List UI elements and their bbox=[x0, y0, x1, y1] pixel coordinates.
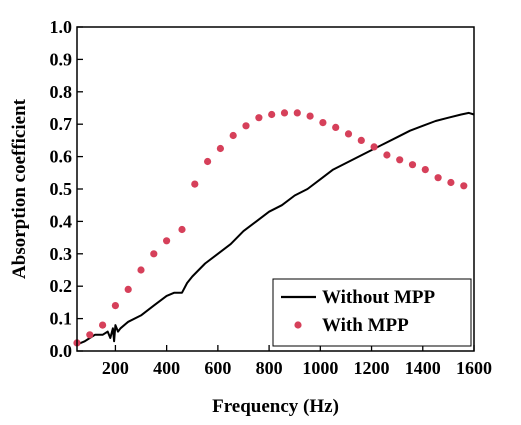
data-point-with-mpp bbox=[344, 130, 353, 138]
data-point-with-mpp bbox=[242, 122, 250, 130]
data-point-with-mpp bbox=[460, 182, 468, 190]
x-tick-label: 1600 bbox=[456, 358, 492, 378]
data-point-with-mpp bbox=[191, 180, 199, 188]
x-tick-label: 1400 bbox=[405, 358, 441, 378]
y-tick-label: 0.9 bbox=[50, 49, 73, 69]
x-tick-label: 600 bbox=[204, 358, 231, 378]
y-axis-title: Absorption coefficient bbox=[9, 98, 30, 279]
data-point-with-mpp bbox=[306, 112, 314, 120]
data-point-with-mpp bbox=[293, 109, 301, 117]
data-point-with-mpp bbox=[216, 144, 224, 153]
x-tick-label: 400 bbox=[153, 358, 180, 378]
data-point-with-mpp bbox=[178, 225, 186, 234]
legend-label-with-mpp: With MPP bbox=[322, 315, 409, 336]
data-point-with-mpp bbox=[163, 237, 171, 245]
data-point-with-mpp bbox=[255, 114, 263, 122]
x-tick-label: 1000 bbox=[302, 358, 338, 378]
data-point-with-mpp bbox=[421, 166, 429, 174]
data-point-with-mpp bbox=[357, 136, 365, 144]
data-point-with-mpp bbox=[137, 266, 145, 274]
y-tick-label: 0.4 bbox=[50, 211, 73, 231]
data-point-with-mpp bbox=[383, 151, 391, 159]
data-point-with-mpp bbox=[319, 119, 327, 127]
y-tick-label: 0.3 bbox=[50, 244, 73, 264]
y-tick-label: 0.5 bbox=[50, 179, 73, 199]
series-line-without-mpp bbox=[76, 111, 475, 346]
y-tick-label: 1.0 bbox=[50, 17, 73, 37]
data-point-with-mpp bbox=[150, 250, 158, 258]
data-point-with-mpp bbox=[124, 285, 132, 293]
legend-swatch-with-mpp bbox=[294, 321, 302, 329]
data-point-with-mpp bbox=[447, 178, 455, 187]
y-tick-label: 0.1 bbox=[50, 309, 73, 329]
data-point-with-mpp bbox=[268, 110, 276, 119]
data-point-with-mpp bbox=[86, 331, 94, 339]
y-tick-label: 0.6 bbox=[50, 147, 73, 167]
data-point-with-mpp bbox=[408, 161, 417, 169]
legend-label-without-mpp: Without MPP bbox=[322, 287, 436, 308]
y-tick-label: 0.0 bbox=[50, 341, 73, 361]
data-point-with-mpp bbox=[280, 109, 289, 117]
y-tick-label: 0.2 bbox=[50, 276, 73, 296]
legend-box bbox=[272, 278, 472, 347]
legend: Without MPP With MPP bbox=[272, 278, 472, 347]
x-axis-title: Frequency (Hz) bbox=[212, 396, 339, 417]
y-tick-label: 0.7 bbox=[50, 114, 73, 134]
x-tick-label: 1200 bbox=[354, 358, 390, 378]
y-tick-label: 0.8 bbox=[50, 82, 73, 102]
data-point-with-mpp bbox=[111, 302, 119, 310]
data-point-with-mpp bbox=[396, 156, 404, 164]
x-tick-label: 800 bbox=[256, 358, 283, 378]
data-point-with-mpp bbox=[229, 131, 237, 140]
x-tick-label: 200 bbox=[102, 358, 129, 378]
data-point-with-mpp bbox=[332, 123, 340, 131]
plot-area bbox=[73, 109, 475, 347]
axis-ticks: 0.0 0.1 0.2 0.3 0.4 0.5 0.6 0.7 0.8 0.9 1.0 200 400 6… bbox=[50, 17, 493, 378]
data-point-with-mpp bbox=[99, 321, 107, 329]
data-point-with-mpp bbox=[434, 174, 442, 182]
data-point-with-mpp bbox=[204, 157, 212, 166]
data-point-with-mpp bbox=[370, 143, 378, 151]
